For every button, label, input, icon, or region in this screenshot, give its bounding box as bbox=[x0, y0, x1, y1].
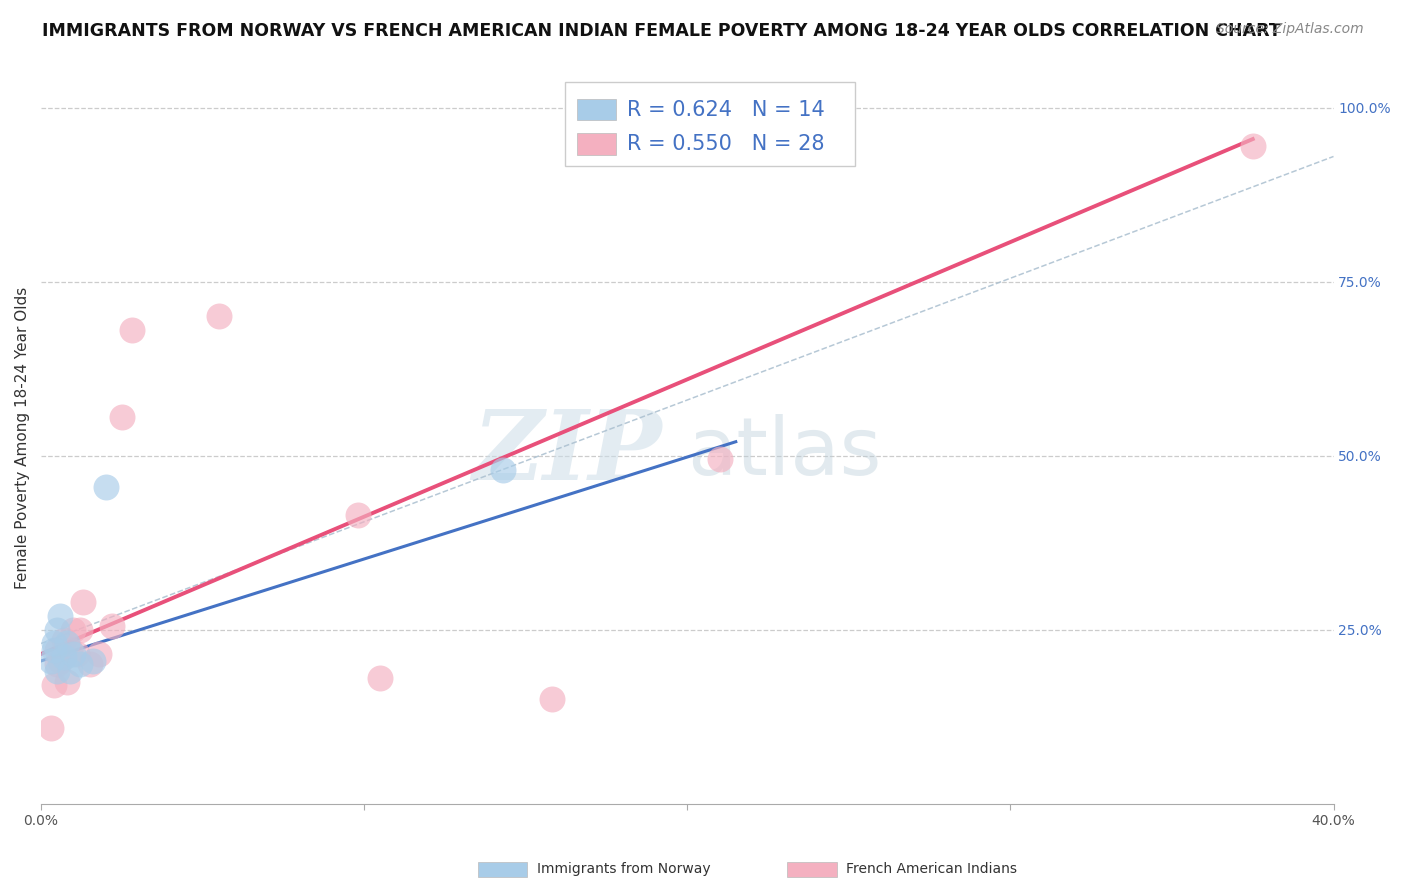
Point bbox=[42, 636, 65, 650]
Point bbox=[89, 647, 111, 661]
Point bbox=[46, 657, 69, 672]
Point bbox=[56, 674, 79, 689]
Point bbox=[540, 692, 562, 706]
Text: R = 0.624   N = 14: R = 0.624 N = 14 bbox=[627, 100, 824, 120]
Y-axis label: Female Poverty Among 18-24 Year Olds: Female Poverty Among 18-24 Year Olds bbox=[15, 287, 30, 590]
Text: Immigrants from Norway: Immigrants from Norway bbox=[537, 862, 710, 876]
Point bbox=[46, 665, 69, 679]
Point bbox=[49, 654, 72, 668]
Point bbox=[208, 310, 231, 324]
Point bbox=[42, 643, 65, 657]
Point bbox=[39, 654, 62, 668]
Point bbox=[59, 665, 82, 679]
Point bbox=[42, 678, 65, 692]
Point bbox=[79, 657, 101, 672]
Point bbox=[52, 650, 75, 665]
FancyBboxPatch shape bbox=[565, 82, 855, 166]
Text: R = 0.550   N = 28: R = 0.550 N = 28 bbox=[627, 134, 824, 153]
Point bbox=[101, 619, 124, 633]
Point bbox=[82, 654, 104, 668]
Text: atlas: atlas bbox=[688, 414, 882, 491]
Point bbox=[370, 671, 392, 685]
Point bbox=[62, 647, 84, 661]
Point bbox=[66, 647, 89, 661]
Point bbox=[56, 636, 79, 650]
Text: ZIP: ZIP bbox=[472, 406, 661, 500]
Text: IMMIGRANTS FROM NORWAY VS FRENCH AMERICAN INDIAN FEMALE POVERTY AMONG 18-24 YEAR: IMMIGRANTS FROM NORWAY VS FRENCH AMERICA… bbox=[42, 22, 1281, 40]
Bar bbox=[578, 133, 616, 155]
Point bbox=[69, 657, 91, 672]
Text: French American Indians: French American Indians bbox=[846, 862, 1018, 876]
Point bbox=[1241, 139, 1264, 153]
Point bbox=[492, 462, 515, 476]
Point bbox=[709, 452, 731, 467]
Point bbox=[346, 508, 368, 522]
Point bbox=[111, 410, 134, 425]
Point bbox=[49, 608, 72, 623]
Point bbox=[52, 633, 75, 648]
Point bbox=[121, 323, 143, 337]
Point bbox=[46, 643, 69, 657]
Point bbox=[62, 623, 84, 637]
Point bbox=[39, 722, 62, 736]
Point bbox=[72, 595, 94, 609]
Point bbox=[94, 480, 117, 494]
Text: Source: ZipAtlas.com: Source: ZipAtlas.com bbox=[1216, 22, 1364, 37]
Point bbox=[69, 623, 91, 637]
Point bbox=[46, 623, 69, 637]
Point bbox=[59, 643, 82, 657]
Bar bbox=[578, 98, 616, 120]
